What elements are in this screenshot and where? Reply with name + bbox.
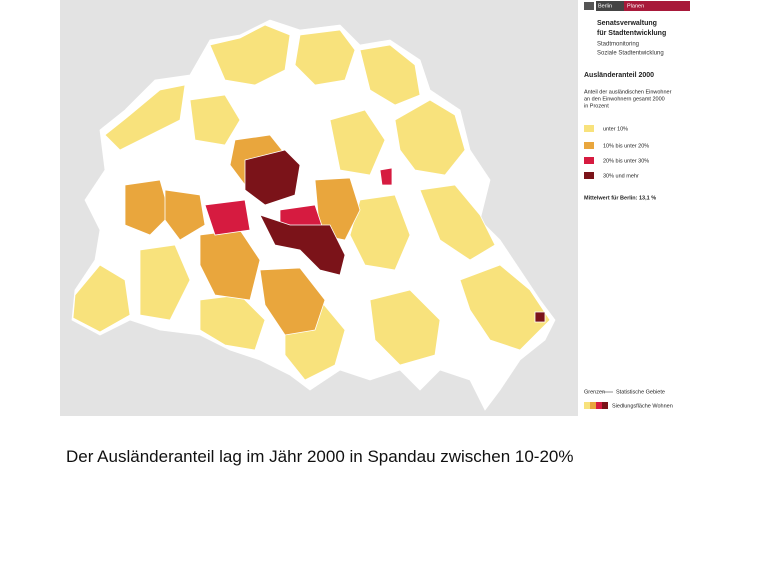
logo-berlin: Berlin xyxy=(598,3,612,9)
district xyxy=(164,189,206,241)
district xyxy=(294,29,356,86)
district xyxy=(209,24,291,86)
caption: Der Ausländeranteil lag im Jähr 2000 in … xyxy=(66,447,574,466)
district xyxy=(394,99,466,176)
settlement-swatch xyxy=(584,402,590,409)
district xyxy=(369,289,441,366)
subtitle-line-3: in Prozent xyxy=(584,103,609,109)
boundaries-type: Statistische Gebiete xyxy=(616,389,665,395)
legend-swatch xyxy=(584,125,594,132)
subtitle-line-2: an den Einwohnern gesamt 2000 xyxy=(584,96,665,102)
district xyxy=(244,149,301,206)
districts xyxy=(71,19,556,411)
agency-line-2: für Stadtentwicklung xyxy=(597,30,666,37)
district xyxy=(419,184,496,261)
district xyxy=(72,264,131,333)
district xyxy=(359,44,421,106)
district xyxy=(534,311,546,323)
legend-swatch xyxy=(584,142,594,149)
district xyxy=(204,199,251,236)
district xyxy=(189,94,241,146)
settlement-swatch xyxy=(602,402,608,409)
district xyxy=(259,214,346,276)
legend-swatch xyxy=(584,172,594,179)
logo-planen: Planen xyxy=(627,3,644,9)
settlement-label: Siedlungsfläche Wohnen xyxy=(612,403,673,409)
legend-label: 20% bis unter 30% xyxy=(603,158,649,164)
department-line-2: Soziale Stadtentwicklung xyxy=(597,51,664,57)
district xyxy=(104,84,186,151)
legend-swatch xyxy=(584,157,594,164)
legend-panel xyxy=(578,0,692,416)
district xyxy=(259,267,326,336)
map-figure: Berlin Planen Senatsverwaltung für Stadt… xyxy=(60,0,692,416)
berlin-logo-icon xyxy=(584,2,594,10)
settlement-swatch xyxy=(596,402,602,409)
map-title: Ausländeranteil 2000 xyxy=(584,72,654,79)
agency-line-1: Senatsverwaltung xyxy=(597,20,657,27)
legend-label: 10% bis unter 20% xyxy=(603,143,649,149)
legend-label: unter 10% xyxy=(603,126,628,132)
district xyxy=(139,244,191,321)
district xyxy=(349,194,411,271)
settlement-swatch xyxy=(590,402,596,409)
logo-berlin-box xyxy=(596,1,624,11)
logo-planen-box xyxy=(624,1,690,11)
district xyxy=(459,264,551,351)
subtitle-line-1: Anteil der ausländischen Einwohner xyxy=(584,89,672,95)
department-line-1: Stadtmonitoring xyxy=(597,42,639,48)
district xyxy=(124,179,171,236)
district xyxy=(329,109,386,176)
boundaries-label: Grenzen xyxy=(584,389,605,395)
legend-label: 30% und mehr xyxy=(603,173,639,179)
district xyxy=(379,167,393,186)
mean-value: Mittelwert für Berlin: 13,1 % xyxy=(584,195,656,201)
